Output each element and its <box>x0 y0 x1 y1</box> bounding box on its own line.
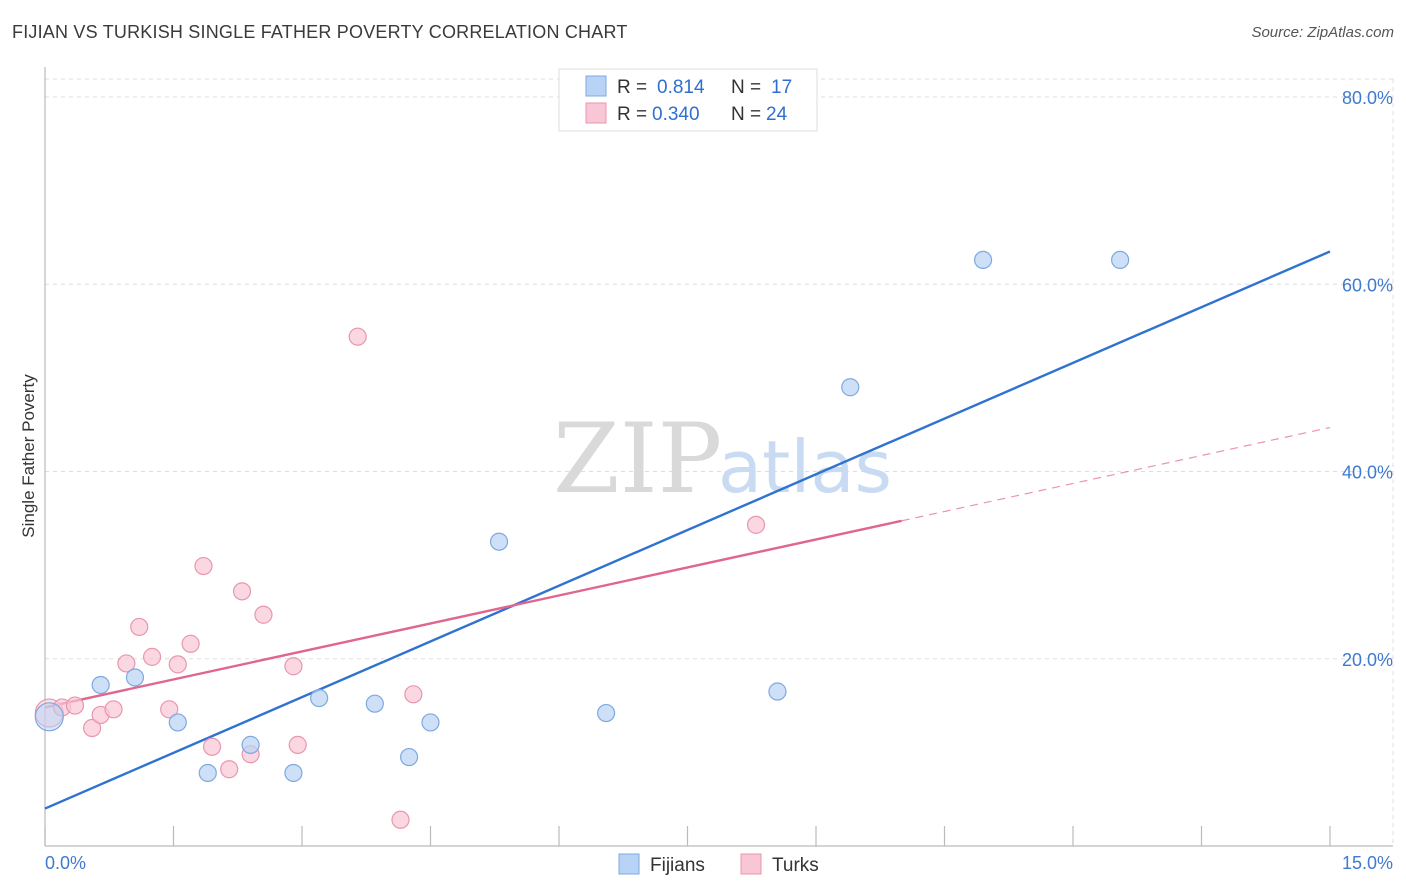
data-point-fijians <box>125 668 145 687</box>
data-point-turks <box>104 700 123 719</box>
data-point-turks <box>391 810 410 829</box>
data-point-turks <box>284 657 303 676</box>
data-point-fijians <box>489 532 509 551</box>
data-point-fijians <box>1111 250 1130 270</box>
data-point-fijians <box>34 702 64 732</box>
data-point-fijians <box>284 763 303 783</box>
bottom-legend-label-turks: Turks <box>772 855 819 876</box>
legend-r-value-turks: 0.340 <box>652 104 700 125</box>
data-point-turks <box>117 654 136 673</box>
data-point-turks <box>220 760 239 779</box>
data-point-fijians <box>597 703 616 723</box>
data-point-fijians <box>399 747 419 767</box>
legend-r-label-turks: R = <box>617 104 647 125</box>
bottom-legend-label-fijians: Fijians <box>650 855 705 876</box>
watermark-atlas: atlas <box>718 425 892 509</box>
legend-swatch-fijians <box>585 75 607 97</box>
x-tick-label-max: 15.0% <box>1342 853 1393 873</box>
legend-n-value-fijians: 17 <box>771 77 792 98</box>
trend-line-turks <box>44 519 902 709</box>
y-axis-title: Single Father Poverty <box>19 374 38 538</box>
watermark: ZIP atlas <box>553 403 892 515</box>
data-point-turks <box>168 655 187 674</box>
data-point-fijians <box>198 763 217 783</box>
data-point-turks <box>232 582 252 601</box>
trend-line-fijians <box>44 250 1331 810</box>
legend-n-label-turks: N = <box>731 104 761 125</box>
data-point-fijians <box>421 713 440 732</box>
axis-layer: 20.0% 40.0% 60.0% 80.0% 0.0% 15.0% <box>44 67 1393 873</box>
x-tick-label-min: 0.0% <box>45 853 86 873</box>
bottom-legend-swatch-fijians <box>618 853 640 875</box>
data-point-turks <box>288 735 307 754</box>
data-point-turks <box>348 327 367 346</box>
chart-source: Source: ZipAtlas.com <box>1251 24 1394 41</box>
data-point-turks <box>254 605 273 624</box>
y-tick-label: 20.0% <box>1342 650 1393 670</box>
trend-line-extension-turks <box>901 426 1331 522</box>
data-point-turks <box>130 617 149 637</box>
data-point-fijians <box>768 682 787 701</box>
legend-stats: R = 0.814 N = 17 R = 0.340 N = 24 <box>558 68 818 132</box>
legend-r-value-fijians: 0.814 <box>657 77 705 98</box>
trend-layer <box>44 250 1331 810</box>
data-point-fijians <box>168 713 187 732</box>
legend-n-label-fijians: N = <box>731 77 761 98</box>
legend-swatch-turks <box>585 102 607 124</box>
data-point-turks <box>142 647 162 666</box>
data-point-turks <box>181 634 200 653</box>
data-point-fijians <box>91 675 110 695</box>
legend-series: Fijians Turks <box>618 853 819 876</box>
data-point-turks <box>202 737 222 756</box>
legend-r-label-fijians: R = <box>617 77 647 98</box>
data-point-fijians <box>241 735 260 754</box>
data-point-turks <box>160 700 179 719</box>
data-point-fijians <box>365 694 384 713</box>
watermark-zip: ZIP <box>553 403 722 515</box>
y-tick-label: 40.0% <box>1342 463 1393 483</box>
y-tick-label: 80.0% <box>1342 88 1393 108</box>
data-point-fijians <box>973 250 993 270</box>
bottom-legend-swatch-turks <box>740 853 762 875</box>
data-point-fijians <box>310 688 329 708</box>
data-point-fijians <box>841 378 860 397</box>
data-point-turks <box>746 515 766 534</box>
data-point-turks <box>83 718 102 738</box>
data-point-turks <box>65 696 85 715</box>
legend-n-value-turks: 24 <box>766 104 788 125</box>
chart-title: FIJIAN VS TURKISH SINGLE FATHER POVERTY … <box>12 22 628 42</box>
data-point-turks <box>194 556 213 576</box>
points-layer <box>34 250 1130 829</box>
y-tick-label: 60.0% <box>1342 275 1393 295</box>
data-point-turks <box>404 685 423 704</box>
